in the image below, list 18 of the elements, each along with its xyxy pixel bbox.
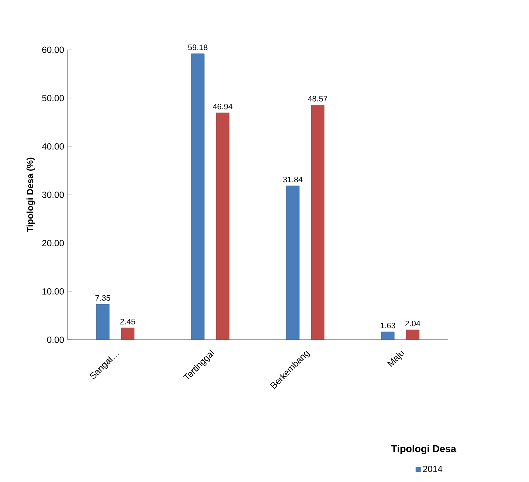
bar (121, 328, 135, 340)
bar (381, 332, 395, 340)
y-tick-label: 10.00 (42, 288, 64, 295)
y-tick-label: 60.00 (42, 46, 64, 54)
bar (216, 112, 230, 340)
y-tick-label: 20.00 (42, 240, 64, 247)
y-tick-label: 40.00 (42, 143, 64, 150)
bar (406, 330, 420, 340)
y-axis-title: Tipologi Desa (%) (26, 158, 36, 232)
bar (311, 105, 325, 340)
y-tick-label: 30.00 (42, 192, 64, 198)
bar (286, 186, 300, 340)
bar (96, 304, 110, 340)
legend-title: Tipologi Desa (391, 445, 457, 454)
y-tick-label: 0.00 (47, 336, 64, 344)
bar (191, 54, 205, 340)
y-tick-label: 50.00 (42, 95, 64, 102)
legend-label: 2014 (423, 466, 443, 472)
